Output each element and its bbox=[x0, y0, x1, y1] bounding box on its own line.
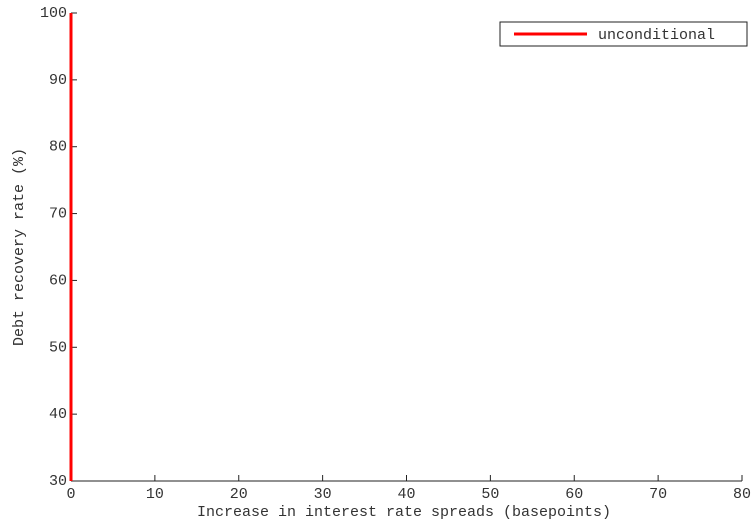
x-tick-label: 30 bbox=[314, 486, 332, 503]
y-tick-label: 80 bbox=[49, 139, 67, 156]
x-tick-label: 0 bbox=[66, 486, 75, 503]
x-tick-label: 40 bbox=[397, 486, 415, 503]
y-tick-label: 50 bbox=[49, 339, 67, 356]
x-tick-label: 80 bbox=[733, 486, 751, 503]
y-tick-label: 70 bbox=[49, 206, 67, 223]
x-tick-label: 10 bbox=[146, 486, 164, 503]
x-tick-label: 50 bbox=[481, 486, 499, 503]
y-tick-label: 30 bbox=[49, 473, 67, 490]
y-tick-label: 100 bbox=[40, 5, 67, 22]
y-tick-label: 90 bbox=[49, 72, 67, 89]
x-axis-label: Increase in interest rate spreads (basep… bbox=[197, 504, 611, 521]
y-axis-label: Debt recovery rate (%) bbox=[11, 148, 28, 346]
x-tick-label: 60 bbox=[565, 486, 583, 503]
y-tick-label: 60 bbox=[49, 272, 67, 289]
y-tick-label: 40 bbox=[49, 406, 67, 423]
legend-label: unconditional bbox=[598, 27, 715, 44]
x-tick-label: 20 bbox=[230, 486, 248, 503]
x-tick-label: 70 bbox=[649, 486, 667, 503]
